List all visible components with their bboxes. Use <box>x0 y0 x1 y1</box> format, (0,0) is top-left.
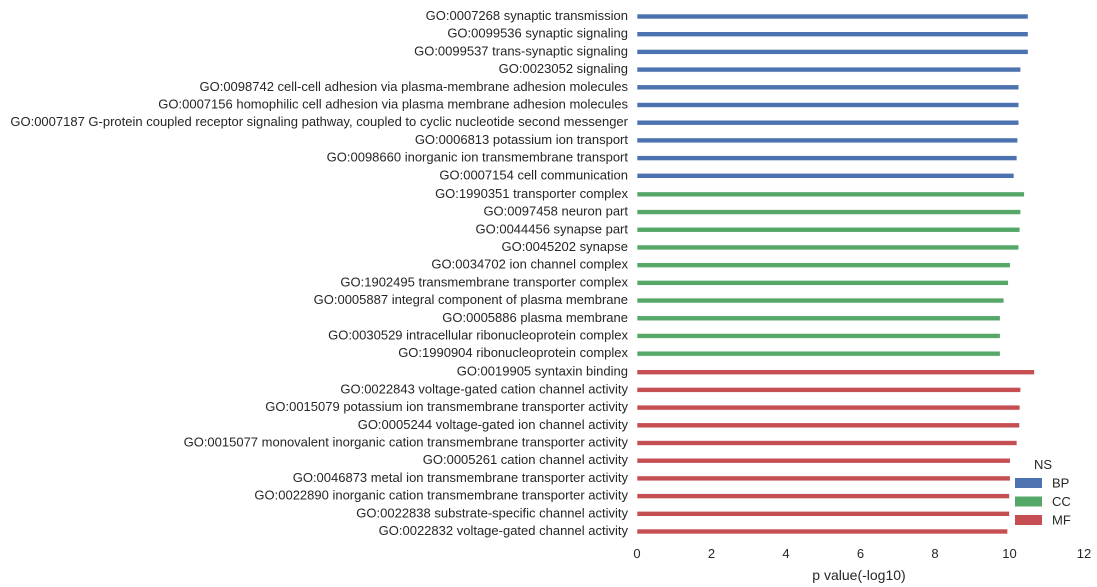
bars-group <box>636 13 1035 535</box>
category-label: GO:0022838 substrate-specific channel ac… <box>356 505 628 520</box>
bar-bp <box>636 173 1015 179</box>
bar-bp <box>636 31 1029 38</box>
category-label: GO:0007187 G-protein coupled receptor si… <box>10 114 628 129</box>
bar-bp <box>636 119 1020 126</box>
x-axis-label: p value(-log10) <box>812 567 905 583</box>
legend-swatch-mf <box>1015 515 1042 525</box>
bar-mf <box>636 510 1010 517</box>
bar-bp <box>636 102 1020 108</box>
category-label: GO:0098742 cell-cell adhesion via plasma… <box>199 79 628 94</box>
x-axis-ticks: 0 2 4 6 8 10 12 <box>633 546 1091 561</box>
legend-label-bp: BP <box>1052 476 1069 491</box>
category-label: GO:0005886 plasma membrane <box>442 310 628 325</box>
bar-mf <box>636 440 1018 446</box>
bar-cc <box>636 297 1005 304</box>
category-label: GO:0098660 inorganic ion transmembrane t… <box>327 150 629 165</box>
bar-bp <box>636 66 1021 73</box>
bar-mf <box>636 457 1011 464</box>
category-label: GO:0019905 syntaxin binding <box>457 364 628 379</box>
category-label: GO:0030529 intracellular ribonucleoprote… <box>328 327 628 342</box>
category-label: GO:1990351 transporter complex <box>435 186 628 201</box>
category-label: GO:0005261 cation channel activity <box>423 452 629 467</box>
category-label: GO:0022843 voltage-gated cation channel … <box>340 381 628 396</box>
legend-label-mf: MF <box>1052 513 1071 528</box>
x-tick-label: 10 <box>1002 546 1016 561</box>
category-label: GO:0007156 homophilic cell adhesion via … <box>158 97 628 112</box>
x-tick-label: 8 <box>931 546 938 561</box>
x-tick-label: 12 <box>1077 546 1091 561</box>
x-tick-label: 2 <box>708 546 715 561</box>
bar-mf <box>636 387 1021 393</box>
category-label: GO:0046873 metal ion transmembrane trans… <box>293 470 629 485</box>
category-label: GO:1902495 transmembrane transporter com… <box>340 274 628 289</box>
category-label: GO:0022832 voltage-gated channel activit… <box>379 523 629 538</box>
legend-swatch-cc <box>1015 496 1042 507</box>
bar-bp <box>636 84 1020 91</box>
x-tick-label: 0 <box>633 546 640 561</box>
bar-cc <box>636 333 1001 339</box>
bar-bp <box>636 49 1029 55</box>
category-label: GO:0099537 trans-synaptic signaling <box>414 43 628 58</box>
bar-cc <box>636 280 1009 286</box>
bar-cc <box>636 262 1011 268</box>
category-label: GO:0007154 cell communication <box>439 167 628 182</box>
bar-cc <box>636 226 1021 233</box>
category-label: GO:0044456 synapse part <box>476 221 629 236</box>
category-label: GO:0005244 voltage-gated ion channel act… <box>358 417 629 432</box>
category-label: GO:0006813 potassium ion transport <box>415 132 629 147</box>
category-label: GO:0005887 integral component of plasma … <box>314 292 628 307</box>
bar-mf <box>636 528 1008 535</box>
category-label: GO:0022890 inorganic cation transmembran… <box>254 488 628 503</box>
bar-mf <box>636 369 1035 376</box>
category-label: GO:0097458 neuron part <box>483 204 628 219</box>
legend-title: NS <box>1034 457 1052 472</box>
bar-cc <box>636 315 1001 322</box>
category-label: GO:1990904 ribonucleoprotein complex <box>398 345 628 360</box>
bar-cc <box>636 244 1020 251</box>
bar-mf <box>636 493 1010 499</box>
category-label: GO:0045202 synapse <box>502 239 628 254</box>
bar-cc <box>636 191 1025 198</box>
bar-bp <box>636 137 1018 144</box>
category-label: GO:0023052 signaling <box>499 61 628 76</box>
x-tick-label: 4 <box>782 546 789 561</box>
bar-cc <box>636 209 1021 215</box>
bar-bp <box>636 155 1018 161</box>
category-label: GO:0007268 synaptic transmission <box>426 8 628 23</box>
legend-swatch-bp <box>1015 478 1042 488</box>
bar-cc <box>636 350 1001 357</box>
category-label: GO:0099536 synaptic signaling <box>447 26 628 41</box>
bar-mf <box>636 475 1011 482</box>
bar-mf <box>636 404 1021 411</box>
bar-mf <box>636 422 1020 429</box>
legend-label-cc: CC <box>1052 494 1071 509</box>
category-label: GO:0015079 potassium ion transmembrane t… <box>265 399 628 414</box>
category-label: GO:0015077 monovalent inorganic cation t… <box>184 435 629 450</box>
category-label: GO:0034702 ion channel complex <box>431 257 628 272</box>
bar-bp <box>636 13 1029 20</box>
legend: NS BP CC MF <box>1015 457 1071 528</box>
x-tick-label: 6 <box>857 546 864 561</box>
category-labels: GO:0007268 synaptic transmission GO:00995… <box>10 8 628 538</box>
